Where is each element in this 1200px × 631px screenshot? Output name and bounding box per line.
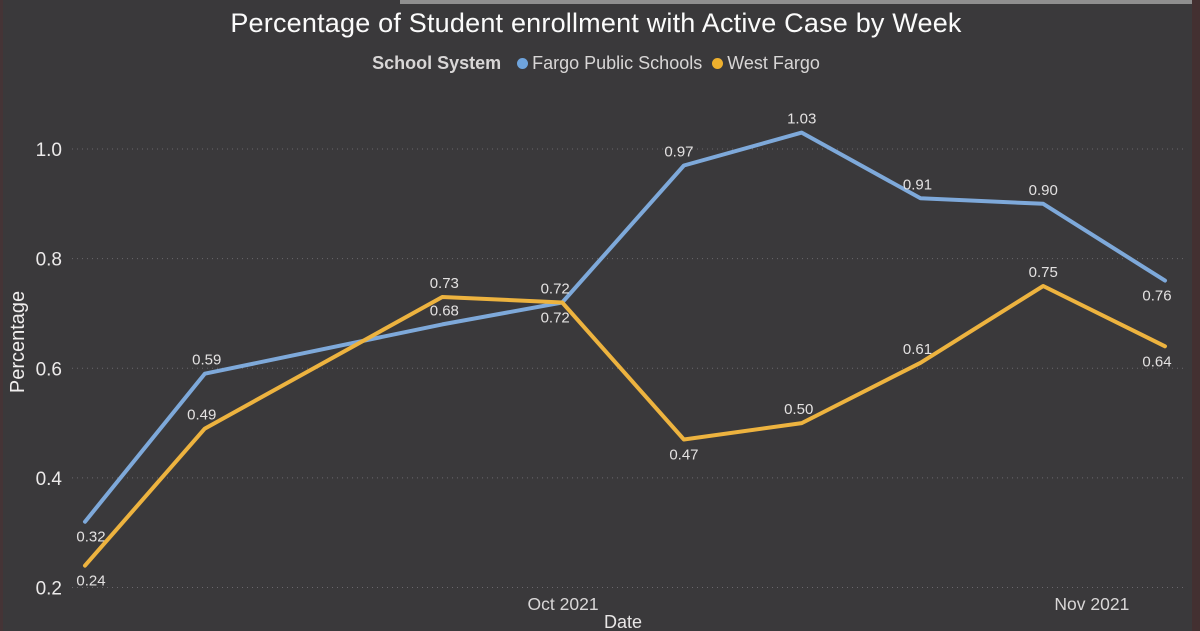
x-tick-label: Oct 2021 [528, 594, 599, 614]
y-tick-label: 0.2 [36, 579, 62, 600]
data-point-label: 0.76 [1142, 288, 1171, 305]
data-point-label: 0.47 [669, 447, 698, 464]
data-point-label: 0.73 [430, 275, 459, 292]
data-point-label: 0.64 [1142, 353, 1171, 370]
chart-title: Percentage of Student enrollment with Ac… [230, 8, 962, 38]
data-point-label: 0.68 [430, 302, 459, 319]
data-point-label: 0.91 [903, 176, 932, 193]
window-right-edge [1192, 0, 1200, 631]
legend-item-west-fargo[interactable]: West Fargo [712, 53, 820, 74]
data-point-label: 0.59 [192, 352, 221, 369]
data-point-label: 0.32 [76, 529, 105, 546]
y-tick-label: 0.6 [36, 359, 62, 380]
data-point-label: 0.75 [1029, 264, 1058, 281]
legend-swatch-icon [517, 58, 529, 69]
y-tick-label: 1.0 [36, 140, 62, 161]
legend-swatch-icon [712, 58, 724, 69]
window-left-edge [0, 0, 3, 631]
data-point-label: 0.72 [541, 280, 570, 297]
data-point-label: 0.97 [664, 143, 693, 160]
data-point-label: 0.50 [784, 401, 813, 418]
x-tick-label: Nov 2021 [1054, 594, 1129, 614]
legend: School System Fargo Public Schools West … [0, 53, 1192, 74]
data-point-label: 0.72 [541, 309, 570, 326]
data-point-label: 1.03 [787, 111, 816, 128]
data-point-label: 0.24 [76, 573, 105, 590]
data-point-label: 0.90 [1029, 182, 1058, 199]
legend-item-label: Fargo Public Schools [532, 53, 703, 73]
y-tick-label: 0.4 [36, 469, 63, 490]
series-line-west-fargo[interactable] [83, 284, 1167, 568]
data-point-label: 0.49 [187, 407, 216, 424]
y-tick-label: 0.8 [36, 250, 62, 271]
data-point-label: 0.61 [903, 341, 932, 358]
series-line-fargo-public-schools[interactable] [83, 130, 1167, 524]
legend-item-fargo-public-schools[interactable]: Fargo Public Schools [517, 53, 702, 74]
x-axis-title: Date [604, 612, 642, 631]
legend-title: School System [372, 53, 502, 73]
legend-item-label: West Fargo [727, 53, 820, 73]
horizontal-scrollbar[interactable] [400, 0, 1200, 4]
y-axis-title: Percentage [7, 291, 29, 393]
